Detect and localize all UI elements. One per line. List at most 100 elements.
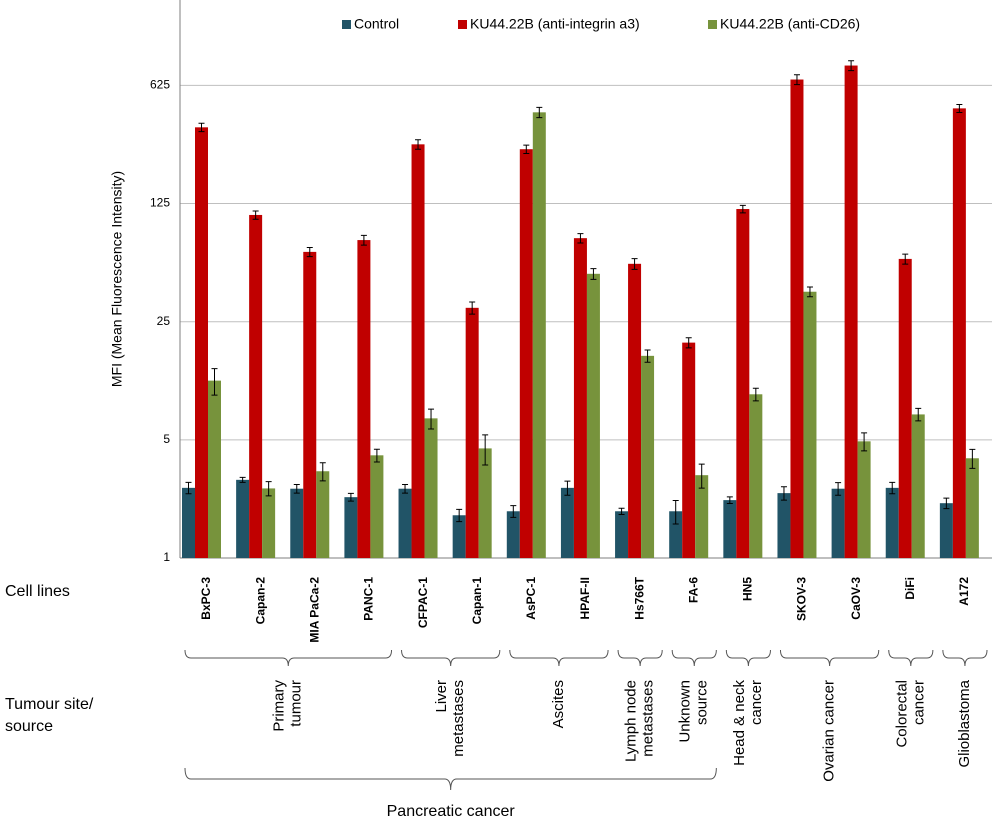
bar <box>506 511 520 558</box>
group-bracket <box>401 649 501 667</box>
group-bracket <box>942 649 988 667</box>
group-bracket <box>779 649 880 667</box>
legend-label: KU44.22B (anti-CD26) <box>720 16 860 32</box>
x-tick-label: CaOV-3 <box>849 577 863 620</box>
x-tick-label: DiFi <box>903 577 917 600</box>
bar <box>573 238 587 559</box>
bar <box>939 503 953 558</box>
error-bar <box>969 448 976 469</box>
bar <box>290 488 304 558</box>
error-bar <box>564 480 571 496</box>
error-bar <box>806 286 813 298</box>
error-bar <box>456 508 463 523</box>
group-label: Unknown <box>677 680 694 743</box>
y-tick-label: 1 <box>163 550 170 564</box>
bar <box>586 273 600 558</box>
y-tick-label: 625 <box>150 78 170 92</box>
error-bar <box>780 486 787 501</box>
bar <box>736 209 750 559</box>
bar <box>249 214 263 558</box>
bar <box>628 263 642 558</box>
bar <box>344 497 358 558</box>
bar <box>208 380 221 558</box>
group-label: tumour <box>288 680 305 727</box>
cell-lines-label: Cell lines <box>5 583 70 600</box>
x-tick-label: BxPC-3 <box>199 577 213 620</box>
group-label: cancer <box>748 680 765 725</box>
x-tick-label: FA-6 <box>686 577 700 603</box>
bar <box>911 414 925 558</box>
x-tick-label: HN5 <box>741 577 755 601</box>
group-bracket <box>184 649 393 667</box>
error-bar <box>469 301 476 315</box>
error-bar <box>739 204 746 214</box>
bar <box>615 511 629 558</box>
bar <box>357 240 371 559</box>
error-bar <box>306 246 313 258</box>
x-tick-label: PANC-1 <box>362 577 376 621</box>
error-bar <box>415 139 422 150</box>
bar <box>777 493 791 558</box>
bar <box>898 258 912 558</box>
bar <box>844 65 858 558</box>
bar <box>682 342 696 558</box>
error-bar <box>861 432 868 452</box>
error-bar <box>848 60 855 72</box>
super-group-label: Pancreatic cancer <box>387 803 516 820</box>
x-tick-label: HPAF-II <box>578 577 592 619</box>
bar <box>723 500 737 558</box>
bar <box>560 487 574 558</box>
error-bar <box>402 484 409 494</box>
x-tick-label: A172 <box>957 577 971 606</box>
bar <box>965 458 979 558</box>
error-bar <box>752 387 759 402</box>
bar <box>478 448 492 558</box>
bar <box>885 487 899 558</box>
bar <box>370 455 384 558</box>
super-group-bracket <box>184 767 717 791</box>
error-bar <box>956 103 963 114</box>
error-bar <box>373 448 380 463</box>
error-bar <box>185 481 192 495</box>
group-label: source <box>694 680 711 725</box>
error-bar <box>523 144 530 155</box>
bar <box>398 488 412 558</box>
bar <box>262 488 276 558</box>
bar <box>465 307 479 558</box>
error-bar <box>835 482 842 496</box>
error-bar <box>360 234 367 246</box>
group-bracket <box>725 649 771 667</box>
error-bar <box>482 434 489 466</box>
bar <box>236 479 250 558</box>
error-bar <box>265 481 272 497</box>
y-tick-label: 125 <box>150 196 170 210</box>
bar <box>641 355 655 558</box>
bar <box>857 441 871 558</box>
group-label: Primary <box>271 680 288 732</box>
group-label: Glioblastoma <box>956 679 973 767</box>
legend-swatch <box>342 20 351 29</box>
error-bar <box>943 497 950 510</box>
bar <box>424 418 438 558</box>
bar <box>195 127 208 558</box>
error-bar <box>239 476 246 483</box>
error-bar <box>252 210 259 220</box>
group-label: Ovarian cancer <box>821 680 838 782</box>
group-bracket <box>509 649 609 667</box>
error-bar <box>319 462 326 482</box>
group-label: Colorectal <box>893 680 910 748</box>
tumour-site-label: Tumour site/ <box>5 696 94 713</box>
group-bracket <box>617 649 663 667</box>
group-label: metastases <box>640 680 657 757</box>
y-tick-label: 5 <box>163 432 170 446</box>
error-bar <box>698 463 705 489</box>
x-tick-label: CFPAC-1 <box>416 577 430 628</box>
error-bar <box>428 408 435 430</box>
error-bar <box>293 484 300 494</box>
group-label: metastases <box>450 680 467 757</box>
error-bar <box>915 407 922 422</box>
x-tick-label: Capan-1 <box>470 577 484 625</box>
bar <box>669 511 683 558</box>
bar <box>316 471 330 558</box>
